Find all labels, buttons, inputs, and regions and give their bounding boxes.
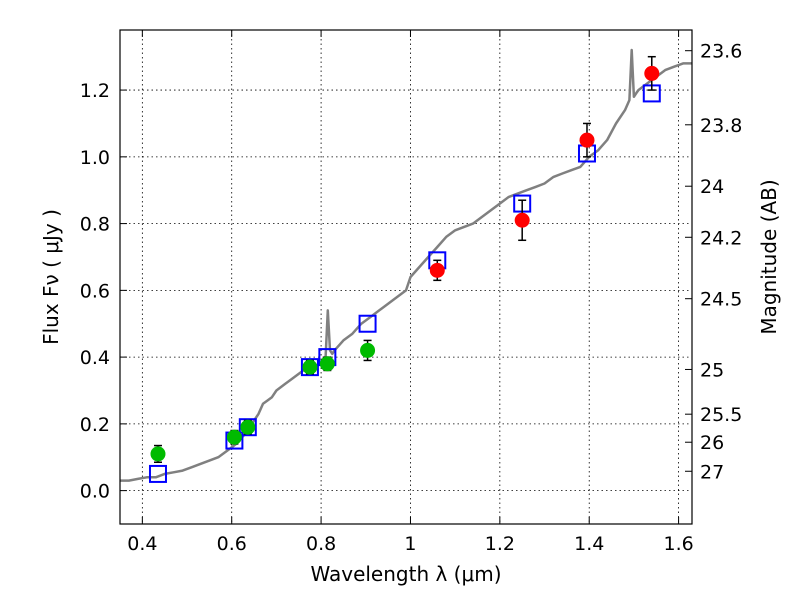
right-axis-label: Magnitude (AB) — [757, 179, 781, 334]
observed-point — [226, 429, 242, 445]
right-tick-label: 23.8 — [700, 115, 742, 137]
x-tick-label: 1 — [404, 533, 416, 555]
right-tick-label: 24.5 — [700, 289, 742, 311]
model-photometry-point — [148, 464, 167, 483]
grid — [120, 30, 692, 524]
right-tick-label: 25.5 — [700, 404, 742, 426]
y-tick-label: 1.0 — [80, 147, 110, 169]
observed-point — [644, 65, 660, 81]
model-photometry-point — [358, 314, 377, 333]
axis-ticks: 0.4 0.6 0.8 1 1.2 1.4 1.6 0.0 0.2 0.4 0.6 0.8 1.0 1.2… — [80, 30, 742, 555]
spectrum-line — [120, 48, 692, 482]
x-tick-label: 1.4 — [574, 533, 604, 555]
x-tick-label: 0.6 — [217, 533, 247, 555]
observed-point — [302, 359, 318, 375]
x-tick-label: 1.6 — [663, 533, 693, 555]
right-tick-label: 26 — [700, 432, 724, 454]
observed-point — [429, 262, 445, 278]
x-tick-label: 1.2 — [485, 533, 515, 555]
plot-area — [120, 48, 692, 483]
x-tick-label: 0.8 — [306, 533, 336, 555]
observed-point — [319, 356, 335, 372]
y-axis-label: Flux Fν ( μJy ) — [39, 209, 63, 345]
right-tick-label: 25 — [700, 359, 724, 381]
y-tick-label: 0.6 — [80, 280, 110, 302]
right-tick-label: 23.6 — [700, 41, 742, 63]
right-tick-label: 24 — [700, 176, 724, 198]
x-axis-label: Wavelength λ (μm) — [310, 562, 501, 586]
y-tick-label: 0.0 — [80, 481, 110, 503]
y-tick-label: 0.2 — [80, 414, 110, 436]
observed-point — [240, 419, 256, 435]
y-tick-label: 0.4 — [80, 347, 110, 369]
model-photometry-point — [300, 358, 319, 377]
right-tick-label: 27 — [700, 461, 724, 483]
observed-point — [579, 132, 595, 148]
x-tick-label: 0.4 — [127, 533, 157, 555]
observed-point — [150, 446, 166, 462]
model-photometry-point — [238, 418, 257, 437]
y-tick-label: 0.8 — [80, 214, 110, 236]
y-tick-label: 1.2 — [80, 80, 110, 102]
observed-point — [514, 212, 530, 228]
right-tick-label: 24.2 — [700, 227, 742, 249]
observed-point — [360, 342, 376, 358]
plot-frame — [119, 29, 693, 525]
